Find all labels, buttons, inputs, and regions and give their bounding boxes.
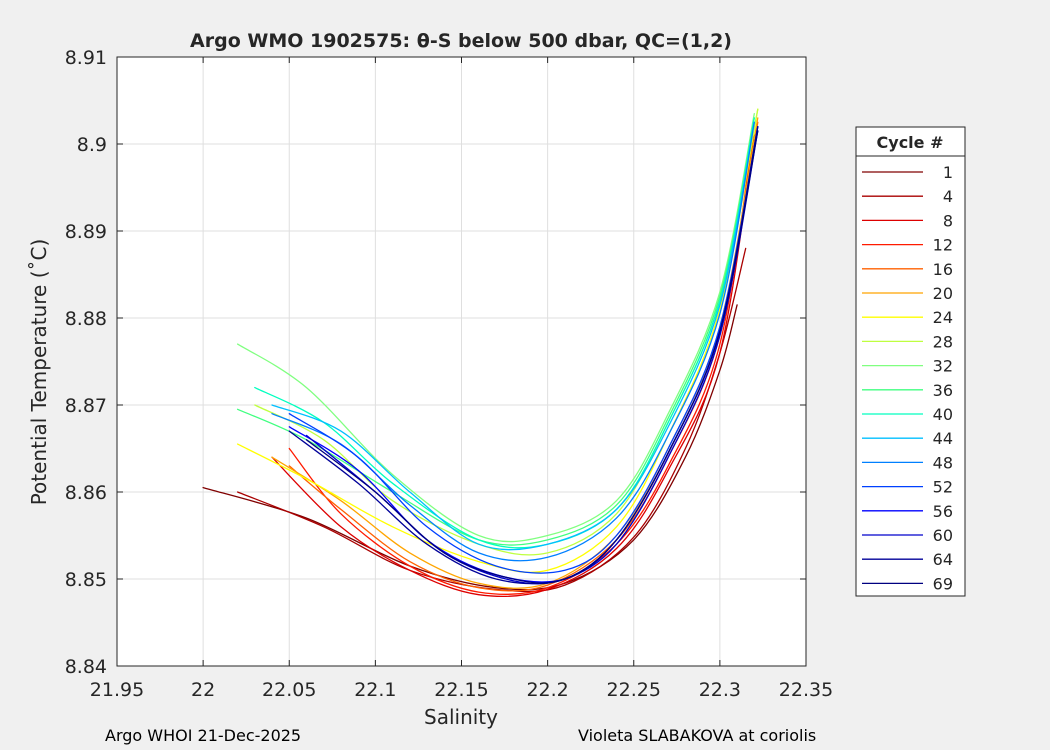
y-tick-label: 8.87 xyxy=(65,395,107,417)
y-tick-label: 8.91 xyxy=(65,47,107,69)
legend-label-cycle-60: 60 xyxy=(933,526,953,545)
x-tick-label: 22.05 xyxy=(262,679,316,701)
x-tick-label: 22.1 xyxy=(354,679,396,701)
x-tick-label: 22.2 xyxy=(526,679,568,701)
x-axis-ticks: 21.95 22 22.05 22.1 22.15 22.2 22.25 22.3 22.35 xyxy=(90,57,833,701)
series-line-cycle-32 xyxy=(236,112,755,543)
legend-label-cycle-8: 8 xyxy=(943,211,953,230)
y-tick-label: 8.85 xyxy=(65,569,107,591)
x-tick-label: 22.25 xyxy=(607,679,661,701)
y-tick-label: 8.88 xyxy=(65,308,107,330)
series-line-cycle-8 xyxy=(271,134,755,598)
x-tick-label: 22.35 xyxy=(779,679,833,701)
x-tick-label: 22 xyxy=(191,679,215,701)
legend-label-cycle-28: 28 xyxy=(933,332,953,351)
series-line-cycle-44 xyxy=(271,121,755,551)
x-tick-label: 22.15 xyxy=(434,679,488,701)
x-tick-label: 22.3 xyxy=(699,679,741,701)
legend-label-cycle-69: 69 xyxy=(933,574,953,593)
footer-credit-right: Violeta SLABAKOVA at coriolis xyxy=(578,726,817,745)
legend-label-cycle-24: 24 xyxy=(933,308,953,327)
y-tick-label: 8.84 xyxy=(65,656,107,678)
series-line-cycle-52 xyxy=(288,125,759,574)
legend-box xyxy=(855,126,966,597)
y-tick-label: 8.89 xyxy=(65,221,107,243)
series-line-cycle-24 xyxy=(236,108,759,574)
series-lines xyxy=(202,108,759,598)
legend-label-cycle-40: 40 xyxy=(933,405,953,424)
series-line-cycle-36 xyxy=(236,117,755,546)
legend-label-cycle-56: 56 xyxy=(933,502,953,521)
chart-title: Argo WMO 1902575: θ-S below 500 dbar, QC… xyxy=(190,30,732,52)
legend-label-cycle-36: 36 xyxy=(933,381,953,400)
y-tick-label: 8.9 xyxy=(77,134,107,156)
legend-label-cycle-20: 20 xyxy=(933,284,953,303)
legend-label-cycle-16: 16 xyxy=(933,260,953,279)
x-tick-label: 21.95 xyxy=(90,679,144,701)
legend-label-cycle-64: 64 xyxy=(933,550,953,569)
y-tick-label: 8.86 xyxy=(65,482,107,504)
legend-label-cycle-4: 4 xyxy=(943,187,953,206)
legend-label-cycle-12: 12 xyxy=(933,236,953,255)
legend-label-cycle-44: 44 xyxy=(933,429,953,448)
legend-label-cycle-52: 52 xyxy=(933,478,953,497)
legend: Cycle # 14812162024283236404448525660646… xyxy=(855,126,966,597)
series-line-cycle-69 xyxy=(305,130,759,584)
y-axis-ticks: 8.84 8.85 8.86 8.87 8.88 8.89 8.9 8.91 xyxy=(65,47,806,678)
legend-label-cycle-1: 1 xyxy=(943,163,953,182)
x-axis-label: Salinity xyxy=(424,705,498,729)
footer-credit-left: Argo WHOI 21-Dec-2025 xyxy=(105,726,302,745)
legend-label-cycle-48: 48 xyxy=(933,453,953,472)
legend-title: Cycle # xyxy=(877,133,944,152)
y-axis-label: Potential Temperature (˚C) xyxy=(27,239,51,506)
legend-label-cycle-32: 32 xyxy=(933,357,953,376)
